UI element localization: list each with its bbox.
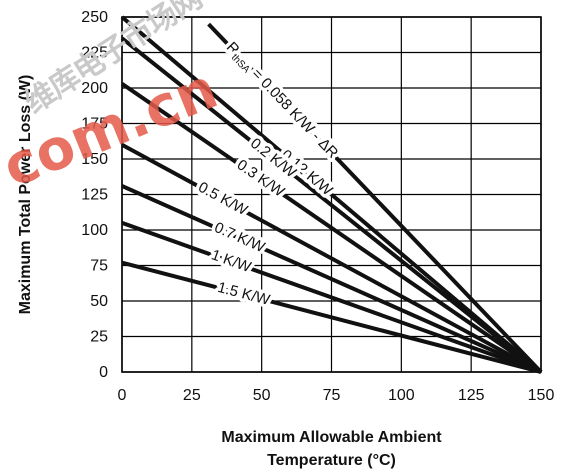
- x-tick-label: 0: [118, 387, 127, 404]
- y-tick-label: 100: [81, 222, 108, 239]
- series-label-group: RthSA = 0.058 K/W - ΔR: [219, 35, 345, 165]
- series-label: 0.5 K/W: [195, 179, 251, 220]
- series-line: [120, 15, 543, 374]
- y-tick-label: 125: [81, 187, 108, 204]
- series-line: [121, 221, 542, 374]
- y-tick-label: 200: [81, 80, 108, 97]
- series-line: [120, 36, 543, 374]
- series-label-group: 0.5 K/W: [192, 175, 255, 223]
- series-labels: RthSA = 0.058 K/W - ΔR0.12 K/W0.2 K/W0.3…: [192, 35, 345, 312]
- plot-frame: [121, 16, 542, 373]
- x-axis-title: Temperature (°C): [267, 452, 396, 469]
- y-axis-title: Maximum Total Power Loss (W): [17, 75, 34, 315]
- series-label: RthSA = 0.058 K/W - ΔR: [222, 39, 342, 163]
- axes: 0 25 50 75 100 125 150 0 25 50 75 100 125 150 175 200 22…: [17, 9, 554, 469]
- y-tick-label: 150: [81, 151, 108, 168]
- x-tick-label: 50: [253, 387, 271, 404]
- series-lines: [120, 15, 543, 374]
- series-label: 1 K/W: [209, 246, 254, 276]
- y-tick-label: 0: [99, 364, 108, 381]
- x-tick-label: 25: [183, 387, 201, 404]
- series-label: 1.5 K/W: [216, 279, 273, 309]
- series-line: [207, 22, 543, 374]
- series-line: [121, 143, 542, 374]
- x-tick-label: 125: [458, 387, 485, 404]
- y-tick-label: 175: [81, 116, 108, 133]
- x-tick-label: 75: [323, 387, 341, 404]
- series-label-group: 1 K/W: [206, 243, 258, 280]
- y-tick-label: 75: [90, 258, 108, 275]
- series-line: [121, 184, 542, 374]
- x-tick-label: 100: [388, 387, 415, 404]
- x-axis-title: Maximum Allowable Ambient: [221, 429, 442, 446]
- y-tick-label: 25: [90, 329, 108, 346]
- series-line: [121, 260, 542, 374]
- x-tick-label: 150: [528, 387, 555, 404]
- series-label-group: 1.5 K/W: [212, 275, 276, 312]
- series-line: [120, 82, 543, 374]
- y-tick-label: 225: [81, 45, 108, 62]
- y-tick-label: 50: [90, 293, 108, 310]
- y-tick-label: 250: [81, 9, 108, 26]
